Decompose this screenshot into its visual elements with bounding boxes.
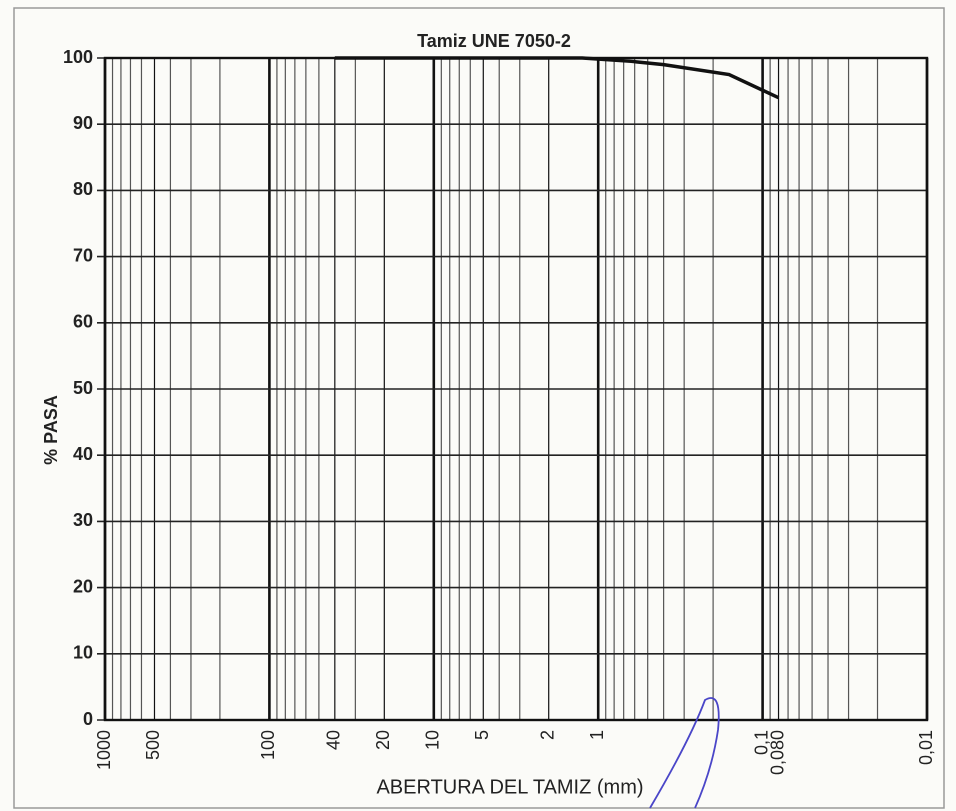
data-line — [334, 56, 780, 100]
chart-title: Tamiz UNE 7050-2 — [417, 31, 571, 51]
y-tick-label: 70 — [73, 245, 93, 265]
y-tick-label: 90 — [73, 113, 93, 133]
x-tick-label: 0,01 — [916, 730, 936, 765]
x-tick-label: 2 — [537, 730, 557, 740]
y-tick-label: 100 — [63, 47, 93, 67]
x-tick-label: 10 — [423, 730, 443, 750]
x-tick-label: 5 — [472, 730, 492, 740]
y-tick-label: 0 — [83, 709, 93, 729]
x-tick-label: 500 — [143, 730, 163, 760]
paper-border — [13, 7, 945, 809]
x-axis-label: ABERTURA DEL TAMIZ (mm) — [376, 776, 643, 798]
y-tick-label: 50 — [73, 378, 93, 398]
y-tick-label: 10 — [73, 643, 93, 663]
y-tick-label: 20 — [73, 576, 93, 596]
y-axis-label: % PASA — [41, 395, 61, 465]
plot-area: 1000 500 100 40 20 10 5 2 1 0,10,080 0,01 0 10 20 30 40… — [63, 47, 936, 775]
y-tick-label: 80 — [73, 179, 93, 199]
y-tick-label: 60 — [73, 312, 93, 332]
x-tick-label: 1000 — [94, 730, 114, 770]
x-tick-label: 40 — [324, 730, 344, 750]
x-tick-label: 0,1 — [751, 730, 771, 755]
y-tick-label: 30 — [73, 510, 93, 530]
x-tick-label: 100 — [258, 730, 278, 760]
x-tick-label: 20 — [373, 730, 393, 750]
y-tick-label: 40 — [73, 444, 93, 464]
x-tick-label: 1 — [587, 730, 607, 740]
pen-mark — [649, 697, 720, 809]
x-tick-label: 0,080 — [767, 730, 787, 775]
